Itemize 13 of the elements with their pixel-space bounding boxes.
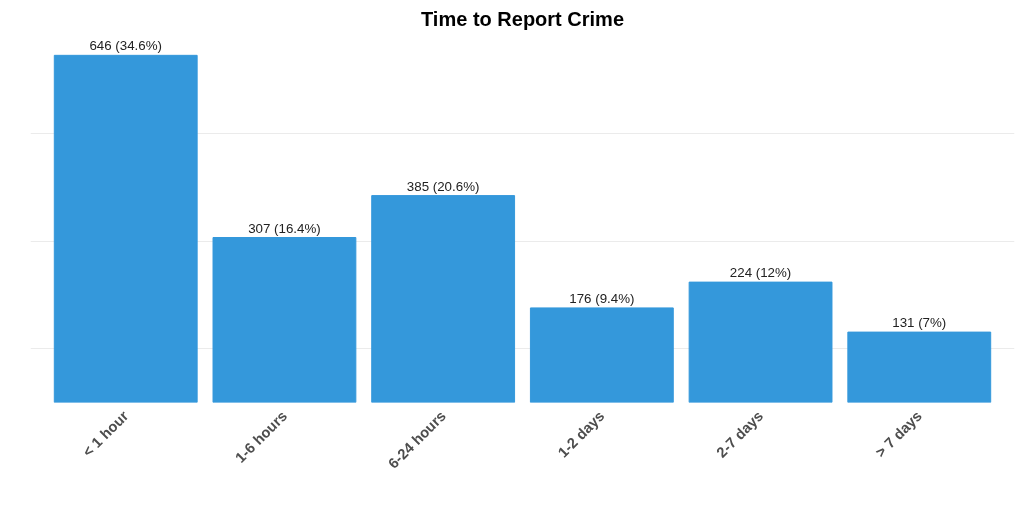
bar bbox=[847, 331, 992, 403]
data-label: 385 (20.6%) bbox=[406, 178, 480, 194]
bar bbox=[688, 281, 833, 403]
chart-title: Time to Report Crime bbox=[421, 7, 624, 30]
data-label: 307 (16.4%) bbox=[248, 220, 321, 236]
data-label: 646 (34.6%) bbox=[89, 38, 163, 54]
bar bbox=[53, 54, 198, 403]
bar bbox=[371, 195, 516, 403]
data-label: 176 (9.4%) bbox=[569, 290, 635, 306]
bar bbox=[529, 307, 674, 403]
data-label: 224 (12%) bbox=[729, 265, 792, 281]
data-label: 131 (7%) bbox=[892, 315, 947, 331]
bar bbox=[212, 237, 357, 403]
